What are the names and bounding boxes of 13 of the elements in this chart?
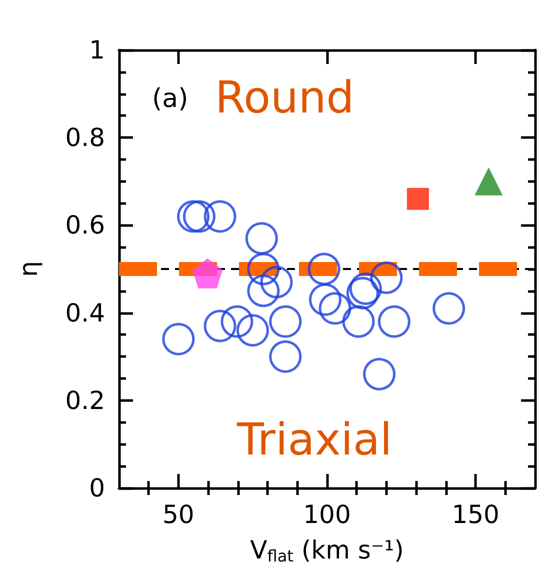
y-tick-label: 0 <box>89 474 105 502</box>
annotation: (a) <box>152 84 188 114</box>
y-tick-label: 0.4 <box>65 298 105 328</box>
x-tick-label: 100 <box>303 500 351 529</box>
y-tick-label: 0.8 <box>65 123 105 152</box>
y-tick-label: 1 <box>89 36 105 64</box>
y-tick-label: 0.6 <box>65 210 105 240</box>
y-tick-label: 0.2 <box>65 386 105 415</box>
y-axis-title: η <box>14 261 43 277</box>
annotation: Round <box>215 72 354 124</box>
annotation: Triaxial <box>236 414 392 466</box>
x-tick-label: 150 <box>452 500 500 529</box>
x-tick-label: 50 <box>162 500 194 529</box>
